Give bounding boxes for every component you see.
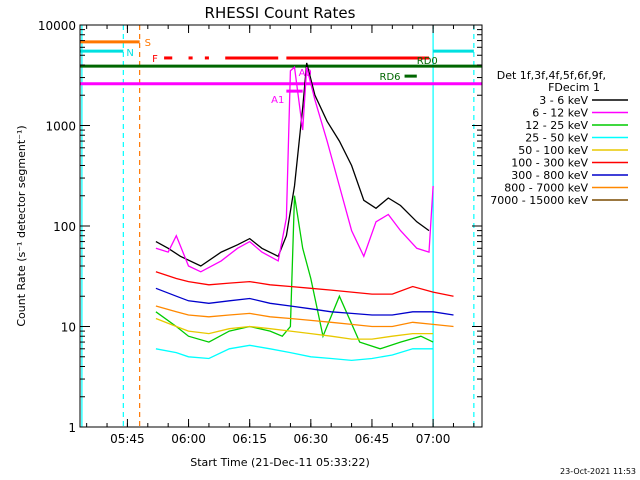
- series-line-6: [155, 287, 454, 316]
- legend-label-5: 100 - 300 keV: [511, 157, 588, 170]
- y-tick-label-1: 1: [68, 421, 76, 435]
- legend-label-8: 7000 - 15000 keV: [490, 194, 588, 207]
- vertical-markers: [81, 25, 475, 427]
- footer-timestamp: 23-Oct-2021 11:53: [560, 467, 636, 476]
- annotation-label-rd6: RD6: [380, 72, 401, 83]
- series-line-4: [155, 317, 434, 340]
- annotation-label-rd0: RD0: [417, 56, 438, 67]
- legend-header-line-2: FDecim 1: [548, 81, 600, 94]
- legend-header-line-1: Det 1f,3f,4f,5f,6f,9f,: [497, 69, 606, 82]
- x-tick-label-06:30: 06:30: [294, 432, 329, 446]
- annotation-label-s: S: [145, 38, 151, 49]
- x-tick-label-06:00: 06:00: [171, 432, 206, 446]
- y-tick-label-1000: 1000: [45, 120, 76, 134]
- annotation-label-f: F: [152, 54, 158, 65]
- series-line-1: [155, 65, 434, 273]
- series-line-0: [155, 62, 430, 267]
- annotation-label-n: N: [126, 48, 133, 59]
- x-axis-label: Start Time (21-Dec-11 05:33:22): [190, 456, 370, 469]
- legend-label-7: 800 - 7000 keV: [504, 182, 588, 195]
- series-line-3: [155, 344, 434, 362]
- x-tick-label-06:15: 06:15: [232, 432, 267, 446]
- x-tick-label-06:45: 06:45: [355, 432, 390, 446]
- legend-label-6: 300 - 800 keV: [511, 169, 588, 182]
- legend-label-1: 6 - 12 keV: [532, 107, 588, 120]
- y-tick-label-10000: 10000: [38, 19, 76, 33]
- series-line-5: [155, 271, 454, 297]
- legend-label-4: 50 - 100 keV: [518, 144, 588, 157]
- data-series: [155, 62, 454, 362]
- y-axis-label: Count Rate (s⁻¹ detector segment⁻¹): [15, 125, 28, 326]
- axes: 05:45 06:00 06:15 06:30 06:45 07:00 1 10 100 1000…: [38, 19, 482, 446]
- series-line-7: [155, 305, 454, 328]
- y-tick-label-10: 10: [61, 321, 76, 335]
- y-tick-label-100: 100: [53, 220, 76, 234]
- legend-label-0: 3 - 6 keV: [539, 94, 588, 107]
- chart-title: RHESSI Count Rates: [205, 4, 356, 22]
- series-line-2: [155, 195, 434, 350]
- legend: Det 1f,3f,4f,5f,6f,9f, FDecim 1 3 - 6 ke…: [490, 69, 628, 207]
- x-tick-label-07:00: 07:00: [416, 432, 451, 446]
- x-tick-label-05:45: 05:45: [110, 432, 145, 446]
- legend-label-3: 25 - 50 keV: [525, 132, 588, 145]
- legend-label-2: 12 - 25 keV: [525, 119, 588, 132]
- annotation-label-a1: A1: [271, 95, 284, 106]
